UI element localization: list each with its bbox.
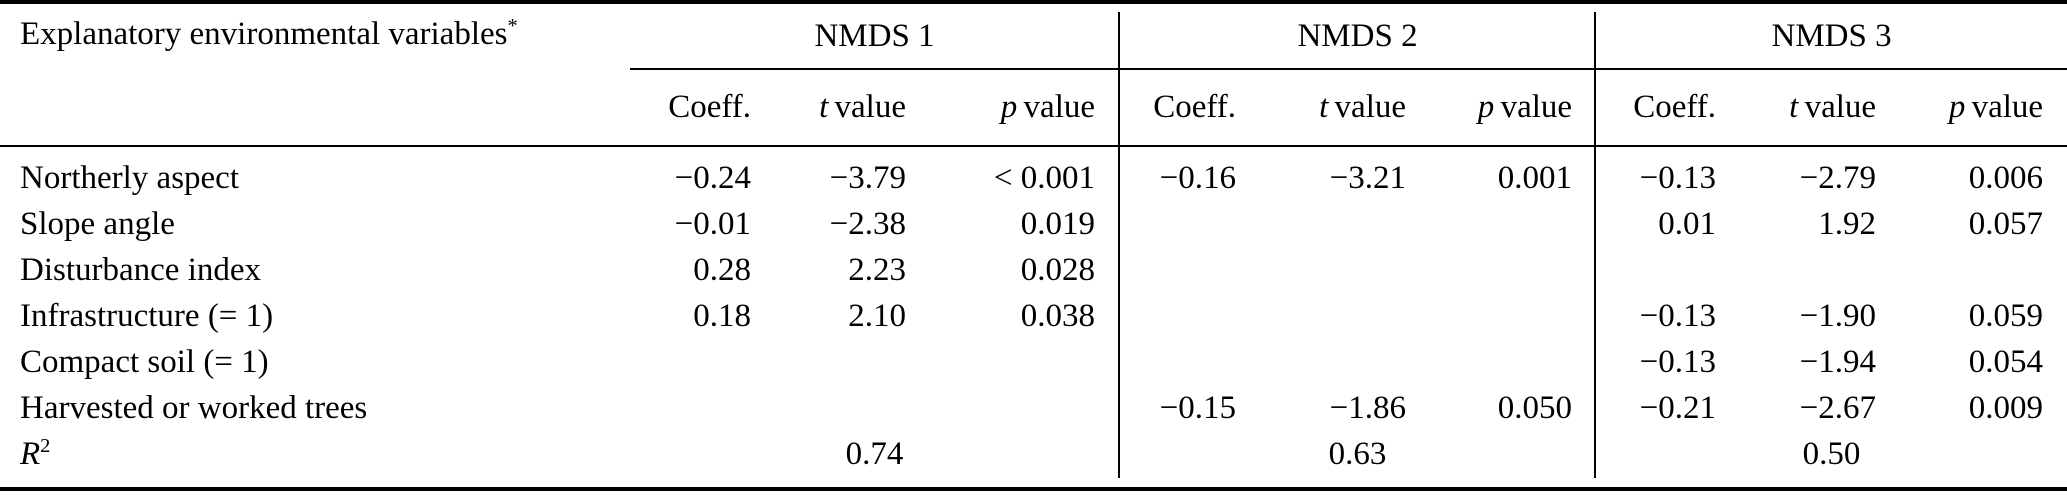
group-header-nmds-2: NMDS 2 xyxy=(1119,2,1597,70)
value-cell: −1.94 xyxy=(1799,343,1877,380)
r-squared-value: 0.50 xyxy=(1802,436,1861,472)
value-cell: −3.21 xyxy=(1329,159,1407,196)
value-cell: 0.18 xyxy=(693,297,751,334)
value-cell: 0.01 xyxy=(1658,205,1717,242)
value-cell: 1.92 xyxy=(1818,205,1877,242)
value-cell: 2.23 xyxy=(848,251,906,288)
corner-header: Explanatory environmental variables* xyxy=(0,2,630,147)
subheader-coeff: Coeff. xyxy=(1596,69,1741,147)
group-header-nmds-1: NMDS 1 xyxy=(630,2,1120,70)
value-cell xyxy=(1260,293,1430,339)
value-cell: 0.057 xyxy=(1968,205,2044,242)
row-label: Northerly aspect xyxy=(20,159,239,196)
subheader-p-value: p value xyxy=(930,69,1120,147)
group-separator-line xyxy=(1594,12,1596,478)
row-label: Harvested or worked trees xyxy=(20,389,368,426)
value-cell: −1.90 xyxy=(1799,297,1877,334)
value-cell: −2.38 xyxy=(829,205,906,242)
value-cell: 0.028 xyxy=(1020,251,1096,288)
value-cell xyxy=(775,385,930,431)
p-symbol: p xyxy=(1477,89,1495,125)
value-cell: −0.01 xyxy=(674,205,751,242)
value-cell: −3.79 xyxy=(829,159,906,196)
t-symbol: t xyxy=(1789,89,1799,125)
value-cell: −0.24 xyxy=(674,159,751,196)
p-symbol: p xyxy=(1948,89,1966,125)
value-cell: −2.67 xyxy=(1799,389,1877,426)
table-row: Infrastructure (= 1) 0.18 2.10 0.038 −0.… xyxy=(0,293,2067,339)
group-header-nmds-3: NMDS 3 xyxy=(1596,2,2067,70)
value-cell xyxy=(1260,339,1430,385)
value-cell: −1.86 xyxy=(1329,389,1407,426)
value-cell: 0.009 xyxy=(1968,389,2044,426)
r-squared-value: 0.63 xyxy=(1328,436,1387,472)
value-cell: 0.28 xyxy=(693,251,751,288)
value-cell: −0.16 xyxy=(1159,159,1237,196)
value-cell xyxy=(1119,339,1260,385)
value-cell xyxy=(1740,247,1900,293)
value-cell xyxy=(1430,201,1596,247)
table-row: Slope angle −0.01 −2.38 0.019 0.01 1.92 … xyxy=(0,201,2067,247)
value-cell xyxy=(775,339,930,385)
subheader-p-value: p value xyxy=(1430,69,1597,147)
r-squared-label: R2 xyxy=(20,435,51,472)
value-cell: −2.79 xyxy=(1799,159,1877,196)
value-cell xyxy=(1596,247,1740,293)
value-cell: 0.059 xyxy=(1968,297,2044,334)
value-cell xyxy=(1430,339,1596,385)
value-cell xyxy=(1119,293,1260,339)
subheader-t-value: t value xyxy=(1260,69,1431,147)
row-label: Disturbance index xyxy=(20,251,262,288)
value-cell: < 0.001 xyxy=(993,159,1096,196)
value-cell xyxy=(1900,247,2067,293)
subheader-p-value: p value xyxy=(1900,69,2067,147)
table-row: Compact soil (= 1) −0.13 −1.94 0.054 xyxy=(0,339,2067,385)
value-cell: 0.038 xyxy=(1020,297,1096,334)
row-label: Slope angle xyxy=(20,205,175,242)
value-cell xyxy=(930,385,1119,431)
value-cell xyxy=(1260,201,1430,247)
value-cell xyxy=(1119,247,1260,293)
subheader-coeff: Coeff. xyxy=(1119,69,1261,147)
value-cell xyxy=(1430,293,1596,339)
value-cell xyxy=(630,385,775,431)
row-label: Infrastructure (= 1) xyxy=(20,297,274,334)
nmds-results-table: Explanatory environmental variables* NMD… xyxy=(0,0,2067,491)
value-cell: 0.050 xyxy=(1497,389,1573,426)
value-cell: 0.019 xyxy=(1020,205,1096,242)
value-cell: −0.13 xyxy=(1639,343,1717,380)
value-cell xyxy=(930,339,1119,385)
value-cell xyxy=(1260,247,1430,293)
corner-header-asterisk: * xyxy=(507,15,518,37)
value-cell: 0.054 xyxy=(1968,343,2044,380)
value-cell: −0.21 xyxy=(1639,389,1717,426)
r-squared-value: 0.74 xyxy=(845,436,904,472)
value-cell xyxy=(1430,247,1596,293)
value-cell: −0.15 xyxy=(1159,389,1237,426)
group-separator-line xyxy=(1118,12,1120,478)
value-cell: −0.13 xyxy=(1639,297,1717,334)
value-cell: 2.10 xyxy=(848,297,906,334)
value-cell xyxy=(630,339,775,385)
table-row: Harvested or worked trees −0.15 −1.86 0.… xyxy=(0,385,2067,431)
p-symbol: p xyxy=(1000,89,1018,125)
value-cell xyxy=(1119,201,1260,247)
row-label: Compact soil (= 1) xyxy=(20,343,269,380)
table-row: Northerly aspect −0.24 −3.79 < 0.001 −0.… xyxy=(0,146,2067,201)
subheader-coeff: Coeff. xyxy=(630,69,775,147)
subheader-t-value: t value xyxy=(1740,69,1901,147)
subheader-t-value: t value xyxy=(775,69,930,147)
value-cell: 0.001 xyxy=(1497,159,1573,196)
value-cell: −0.13 xyxy=(1639,159,1717,196)
value-cell: 0.006 xyxy=(1968,159,2044,196)
table-row: Disturbance index 0.28 2.23 0.028 xyxy=(0,247,2067,293)
t-symbol: t xyxy=(1319,89,1329,125)
corner-header-text: Explanatory environmental variables xyxy=(20,16,508,52)
r-squared-row: R2 0.74 0.63 0.50 xyxy=(0,431,2067,489)
t-symbol: t xyxy=(819,89,829,125)
